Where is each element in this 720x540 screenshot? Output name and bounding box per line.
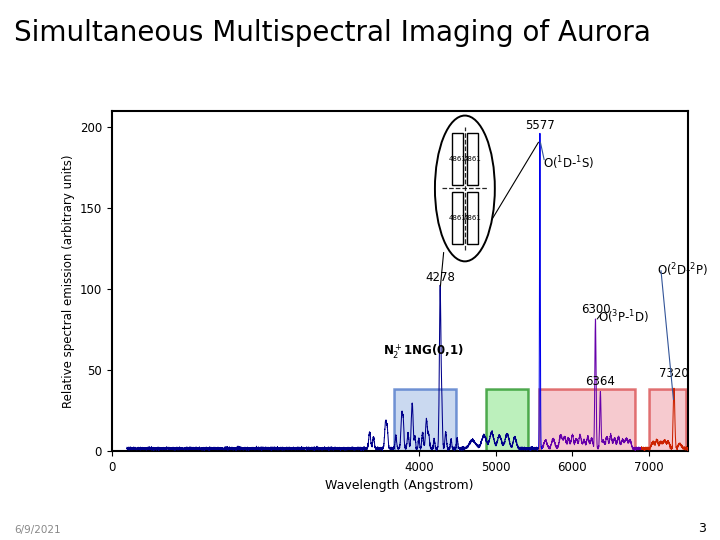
Text: Simultaneous Multispectral Imaging of Aurora: Simultaneous Multispectral Imaging of Au… [14,19,652,47]
Bar [467,192,478,244]
Bar [452,133,462,185]
Text: 6/9/2021: 6/9/2021 [14,524,61,535]
Text: 5577: 5577 [525,119,555,132]
Text: 6300: 6300 [580,303,611,316]
Y-axis label: Relative spectral emission (arbitrary units): Relative spectral emission (arbitrary un… [63,154,76,408]
Text: 4861: 4861 [449,156,466,163]
Text: 4861: 4861 [464,214,482,221]
Text: O($^3$P-$^1$D): O($^3$P-$^1$D) [598,308,649,326]
Bar [395,389,456,451]
Text: O($^2$D-$^2$P): O($^2$D-$^2$P) [657,261,708,279]
Ellipse shape [435,116,495,261]
X-axis label: Wavelength (Angstrom): Wavelength (Angstrom) [325,479,474,492]
Bar [452,192,462,244]
Bar [649,389,686,451]
Text: 6364: 6364 [585,375,616,388]
Bar [485,389,528,451]
Bar [539,389,635,451]
Text: 3: 3 [698,522,706,535]
Text: O($^1$D-$^1$S): O($^1$D-$^1$S) [543,154,595,172]
Bar [467,133,478,185]
Text: 4278: 4278 [426,271,455,284]
Text: N$_2^+$1NG(0,1): N$_2^+$1NG(0,1) [383,342,464,361]
Text: 4861: 4861 [464,156,482,163]
Text: 7320: 7320 [659,367,688,380]
Text: 4861: 4861 [449,214,466,221]
